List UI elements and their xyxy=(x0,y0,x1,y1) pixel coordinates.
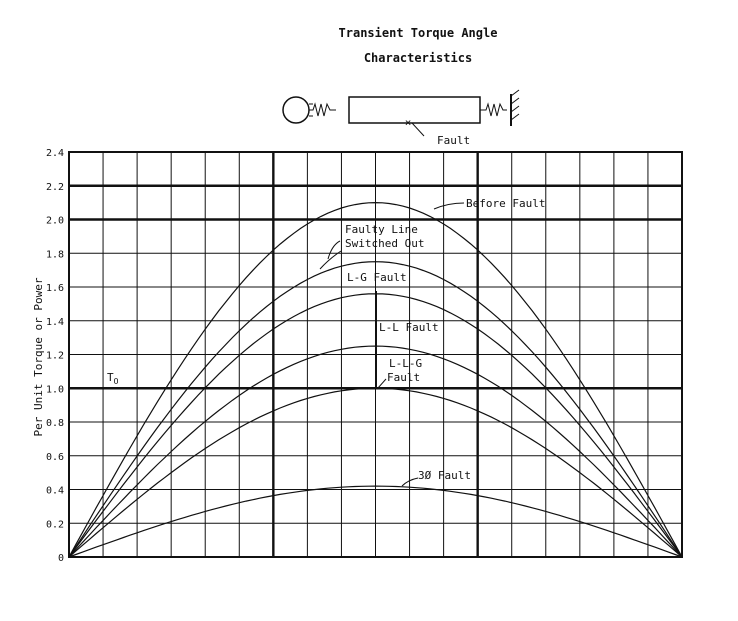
y-tick-label: 1.4 xyxy=(46,317,64,328)
series-line-faulty-line-switched-out xyxy=(68,261,683,558)
y-tick-label: 1.0 xyxy=(46,384,64,395)
y-tick-label: 2.2 xyxy=(46,182,64,193)
ll-fault-label: L-L Fault xyxy=(379,321,439,334)
y-axis-label: Per Unit Torque or Power xyxy=(32,277,45,436)
chart-frame xyxy=(68,151,683,558)
lg-fault-label: L-G Fault xyxy=(347,271,407,284)
y-tick-label: 1.8 xyxy=(46,249,64,260)
generator-symbol xyxy=(282,96,310,124)
bus-spring-icon xyxy=(480,102,507,117)
y-tick-label: 2.0 xyxy=(46,216,64,227)
chart-title-line-1: Transient Torque Angle xyxy=(339,26,498,40)
faulty-line-label-1: Faulty Line xyxy=(345,223,418,236)
series-line-l-l-g-fault xyxy=(68,387,683,558)
y-tick-label: 1.6 xyxy=(46,283,64,294)
chart-grid xyxy=(69,152,682,557)
y-tick-label: 0.4 xyxy=(46,486,64,497)
faulty-line-label-2: Switched Out xyxy=(345,237,424,250)
series-line-before-fault xyxy=(68,201,683,558)
series-line-3-fault xyxy=(68,485,683,558)
before-fault-label: Before Fault xyxy=(466,197,545,210)
infinite-bus-hatch-icon xyxy=(510,89,520,121)
y-tick-label: 0.8 xyxy=(46,418,64,429)
fault-label: Fault xyxy=(437,134,470,147)
y-tick-label: 1.2 xyxy=(46,351,64,362)
transmission-line-box xyxy=(348,96,481,124)
y-tick-label: 2.4 xyxy=(46,148,64,159)
llg-fault-label-2: Fault xyxy=(387,371,420,384)
y-tick-label: 0.2 xyxy=(46,519,64,530)
llg-fault-label-1: L-L-G xyxy=(389,357,422,370)
y-tick-label: 0 xyxy=(58,553,64,564)
y-tick-label: 0.6 xyxy=(46,452,64,463)
chart-title-line-2: Characteristics xyxy=(364,51,472,65)
fault-x-icon: × xyxy=(405,116,412,129)
three-phase-fault-label: 3Ø Fault xyxy=(418,469,471,482)
generator-spring-icon xyxy=(309,102,336,117)
system-schematic: × Fault xyxy=(282,89,520,147)
y-axis-ticks: 0 0.2 0.4 0.6 0.8 1.0 1.2 1.4 1.6 1.8 2.0 2.2 2.4 xyxy=(46,148,64,564)
annotations: TO Before Fault Faulty Line Switched Out… xyxy=(107,197,545,487)
to-label: TO xyxy=(107,371,119,386)
